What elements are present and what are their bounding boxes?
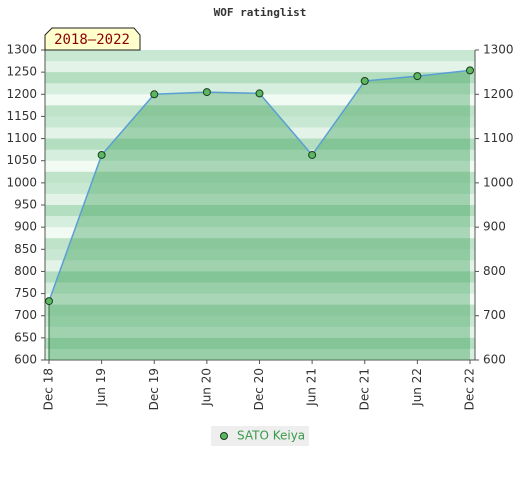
- y2-tick-label: 900: [483, 220, 506, 234]
- chart-title: WOF ratinglist: [214, 6, 307, 19]
- y2-tick-label: 1300: [483, 43, 514, 57]
- y-tick-label: 700: [14, 308, 37, 322]
- background-band: [45, 227, 475, 239]
- background-band: [45, 138, 475, 151]
- marker: [45, 297, 53, 306]
- y-tick-label: 650: [14, 330, 37, 344]
- x-tick-label: Jun 20: [199, 368, 213, 407]
- marker: [255, 89, 264, 98]
- background-band: [45, 326, 475, 339]
- background-band: [45, 193, 475, 206]
- legend: SATO Keiya: [211, 426, 309, 446]
- y-tick-label: 750: [14, 286, 37, 300]
- background-band: [45, 304, 475, 317]
- y2-tick-label: 700: [483, 308, 506, 322]
- plot-area: 600 650 700 750 800 850 900 950 1000 1050 1100 1150…: [6, 43, 513, 411]
- x-tick-label: Jun 19: [94, 368, 108, 407]
- background-band: [45, 116, 475, 128]
- background-band: [45, 50, 475, 62]
- x-tick-label: Dec 19: [147, 368, 161, 410]
- y-tick-label: 1250: [6, 65, 37, 79]
- background-band: [45, 315, 475, 328]
- background-band: [45, 105, 475, 117]
- y-tick-label: 1200: [6, 87, 37, 101]
- y2-tick-label: 1100: [483, 131, 514, 145]
- y-tick-label: 850: [14, 242, 37, 256]
- legend-label: SATO Keiya: [237, 429, 305, 443]
- annotation-box: [44, 27, 141, 51]
- x-tick-label: Jun 21: [305, 368, 319, 407]
- marker: [150, 90, 159, 99]
- background-band: [45, 271, 475, 283]
- y-tick-label: 1300: [6, 43, 37, 57]
- background-band: [45, 348, 475, 361]
- background-band: [45, 127, 475, 140]
- background-band: [45, 282, 475, 295]
- background-band: [45, 238, 475, 250]
- marker: [413, 72, 422, 81]
- y2-tick-label: 1000: [483, 175, 514, 189]
- marker: [360, 77, 369, 85]
- background-band: [45, 171, 475, 184]
- legend-box: [211, 426, 309, 446]
- background-band: [45, 61, 475, 73]
- y2-tick-label: 600: [483, 353, 506, 367]
- background-band: [45, 260, 475, 272]
- background-band: [45, 182, 475, 195]
- background-band: [45, 94, 475, 106]
- background-band: [45, 160, 475, 173]
- y-tick-label: 800: [14, 264, 37, 278]
- y-tick-label: 1150: [6, 109, 37, 123]
- legend-marker: [220, 432, 228, 440]
- marker: [308, 150, 317, 159]
- y-tick-label: 900: [14, 220, 37, 234]
- y-tick-label: 600: [14, 353, 37, 367]
- y2-tick-label: 1200: [483, 87, 514, 101]
- background-band: [45, 216, 475, 228]
- marker: [97, 150, 106, 159]
- y2-tick-label: 800: [483, 264, 506, 278]
- background-band: [45, 249, 475, 261]
- background-band: [45, 293, 475, 306]
- x-tick-label: Jun 22: [410, 368, 424, 407]
- background-band: [45, 72, 475, 84]
- y-tick-label: 1050: [6, 153, 37, 167]
- background-band: [45, 337, 475, 350]
- background-band: [45, 205, 475, 217]
- y-tick-label: 950: [14, 198, 37, 212]
- x-tick-label: Dec 18: [42, 368, 56, 410]
- background-band: [45, 83, 475, 95]
- marker: [202, 88, 211, 97]
- x-tick-label: Dec 21: [357, 368, 371, 410]
- y-tick-label: 1000: [6, 175, 37, 189]
- area: [49, 70, 470, 360]
- y-tick-label: 1100: [6, 131, 37, 145]
- marker: [466, 66, 474, 75]
- x-tick-label: Dec 22: [463, 368, 477, 410]
- annotation: 2018–2022: [54, 32, 130, 48]
- background-band: [45, 149, 475, 162]
- x-tick-label: Dec 20: [252, 368, 266, 410]
